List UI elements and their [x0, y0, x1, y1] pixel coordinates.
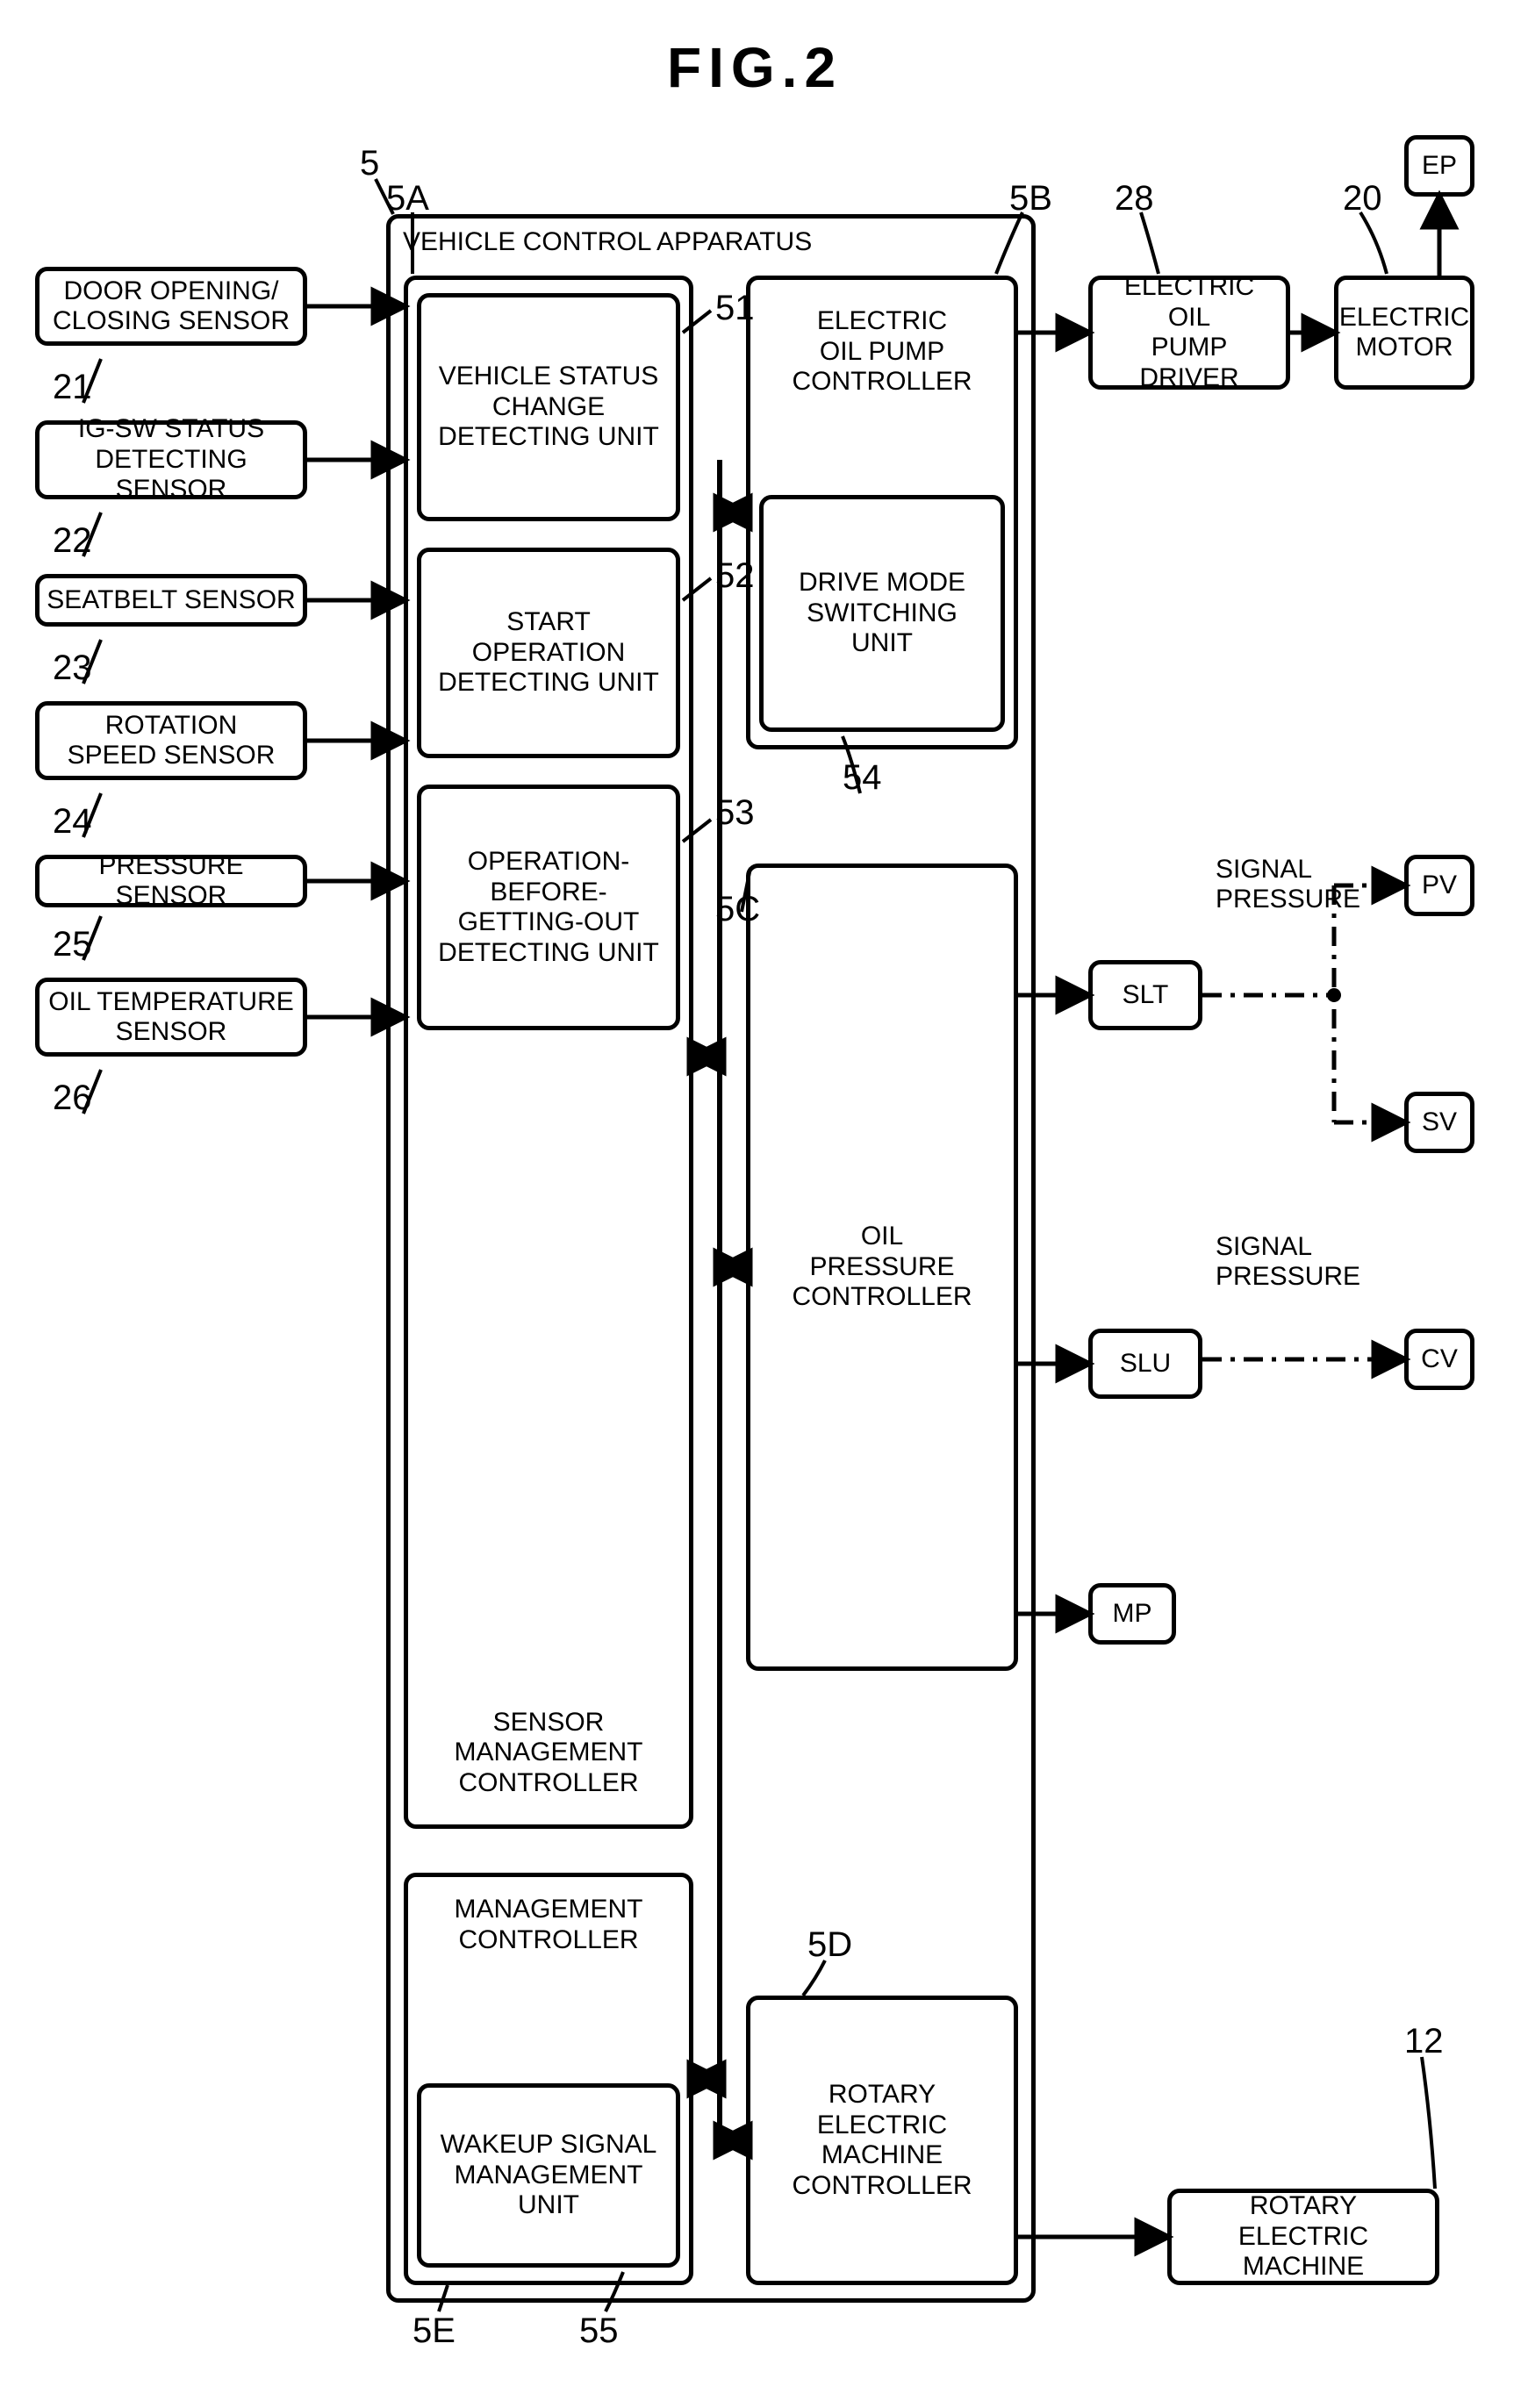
oiltemp-sensor: OIL TEMPERATURE SENSOR [35, 978, 307, 1057]
ep-box: EP [1404, 135, 1474, 197]
sensor-mgmt-label: SENSOR MANAGEMENT CONTROLLER [415, 1708, 682, 1799]
rotary-ctrl-label: ROTARY ELECTRIC MACHINE CONTROLLER [792, 2080, 972, 2201]
ref-26: 26 [53, 1079, 92, 1118]
signal-pressure-2: SIGNAL PRESSURE [1216, 1232, 1360, 1292]
rotary-electric-machine: ROTARY ELECTRIC MACHINE [1167, 2189, 1439, 2285]
ref-5a: 5A [386, 179, 429, 219]
seatbelt-sensor: SEATBELT SENSOR [35, 574, 307, 627]
diagram-root: DOOR OPENING/ CLOSING SENSOR IG-SW STATU… [35, 126, 1492, 2373]
pv-box: PV [1404, 855, 1474, 916]
slt-box: SLT [1088, 960, 1202, 1030]
ref-25: 25 [53, 925, 92, 964]
ref-55: 55 [579, 2311, 619, 2351]
ref-12: 12 [1404, 2022, 1444, 2061]
ref-52: 52 [715, 556, 755, 596]
elec-oil-pump-driver: ELECTRIC OIL PUMP DRIVER [1088, 276, 1290, 390]
igsw-sensor: IG-SW STATUS DETECTING SENSOR [35, 420, 307, 499]
pressure-sensor: PRESSURE SENSOR [35, 855, 307, 907]
slu-box: SLU [1088, 1329, 1202, 1399]
ref-5e: 5E [412, 2311, 456, 2351]
ref-20: 20 [1343, 179, 1382, 219]
ref-5: 5 [360, 144, 379, 183]
electric-motor: ELECTRIC MOTOR [1334, 276, 1474, 390]
ref-51: 51 [715, 289, 755, 328]
ref-21: 21 [53, 368, 92, 407]
main-container-label: VEHICLE CONTROL APPARATUS [403, 227, 812, 258]
door-sensor: DOOR OPENING/ CLOSING SENSOR [35, 267, 307, 346]
wakeup-unit: WAKEUP SIGNAL MANAGEMENT UNIT [417, 2083, 680, 2268]
cv-box: CV [1404, 1329, 1474, 1390]
start-op-unit: START OPERATION DETECTING UNIT [417, 548, 680, 758]
op-before-unit: OPERATION-BEFORE- GETTING-OUT DETECTING … [417, 785, 680, 1030]
mp-box: MP [1088, 1583, 1176, 1645]
signal-pressure-1: SIGNAL PRESSURE [1216, 855, 1360, 914]
rotary-machine-controller: ROTARY ELECTRIC MACHINE CONTROLLER [746, 1996, 1018, 2285]
ref-53: 53 [715, 793, 755, 833]
ref-23: 23 [53, 649, 92, 688]
ref-5c: 5C [715, 890, 760, 929]
ref-5d: 5D [807, 1925, 852, 1965]
ref-22: 22 [53, 521, 92, 561]
oil-press-label: OIL PRESSURE CONTROLLER [792, 1222, 972, 1313]
ref-24: 24 [53, 802, 92, 842]
rotation-sensor: ROTATION SPEED SENSOR [35, 701, 307, 780]
ref-54: 54 [843, 758, 882, 798]
vehicle-status-unit: VEHICLE STATUS CHANGE DETECTING UNIT [417, 293, 680, 521]
mgmt-ctrl-label: MANAGEMENT CONTROLLER [454, 1895, 642, 1955]
sv-box: SV [1404, 1092, 1474, 1153]
ref-28: 28 [1115, 179, 1154, 219]
figure-title: FIG.2 [667, 35, 1493, 100]
elec-oil-ctrl-label: ELECTRIC OIL PUMP CONTROLLER [792, 306, 972, 398]
ref-5b: 5B [1009, 179, 1052, 219]
drive-mode-unit: DRIVE MODE SWITCHING UNIT [759, 495, 1005, 732]
oil-pressure-controller: OIL PRESSURE CONTROLLER [746, 864, 1018, 1671]
